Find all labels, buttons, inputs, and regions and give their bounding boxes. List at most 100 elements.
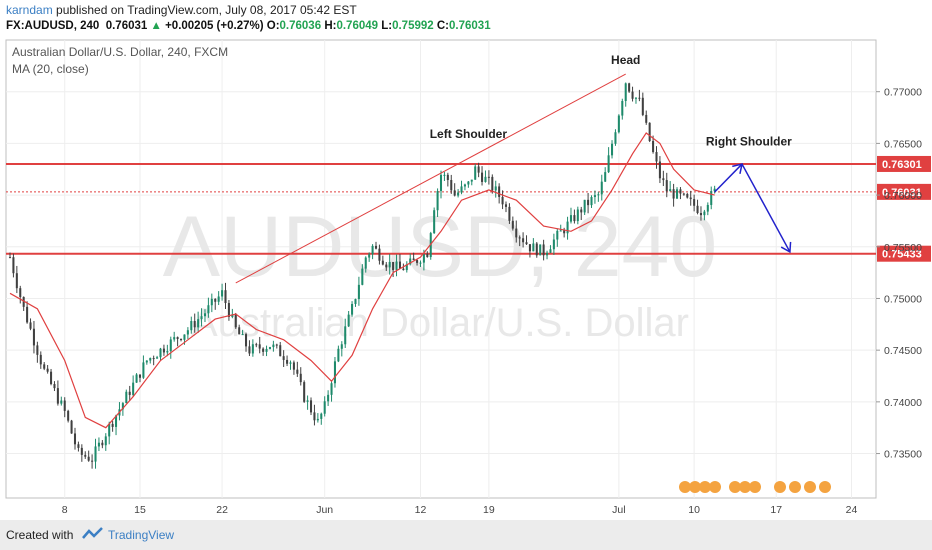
candle-body [60,400,63,404]
candle-body [115,415,118,427]
candle-body [292,362,295,370]
watermark: AUDUSD, 240 Australian Dollar/U.S. Dolla… [163,199,717,345]
watermark-symbol: AUDUSD, 240 [163,199,717,295]
flag-icon[interactable] [739,481,751,493]
chart-title: Australian Dollar/U.S. Dollar, 240, FXCM [12,45,228,59]
up-arrow-icon: ▲ [150,20,162,32]
y-tick-label: 0.76500 [884,138,922,150]
flag-icon[interactable] [789,481,801,493]
x-tick-label: Jun [316,504,333,516]
forecast-segment[interactable] [741,163,791,253]
candle-body [282,356,285,360]
candle-body [624,83,627,101]
candle-body [604,172,607,182]
candle-body [487,176,490,178]
flag-icon[interactable] [699,481,711,493]
low-label: L: [381,20,393,32]
candle-body [70,420,73,434]
flag-icon[interactable] [689,481,701,493]
flag-icon[interactable] [804,481,816,493]
candle-body [145,360,148,363]
candles [8,82,716,469]
candle-body [662,178,665,181]
candle-body [621,100,624,116]
footer: Created with TradingView [0,520,932,550]
annotation-label: Right Shoulder [706,134,792,148]
y-tick-label: 0.75500 [884,242,922,254]
candle-body [43,364,46,369]
candle-body [713,188,716,192]
candle-body [436,190,439,211]
candle-body [56,388,59,404]
candle-body [289,362,292,364]
candle-body [628,83,631,92]
candle-body [22,296,25,307]
trend-line[interactable] [235,73,626,284]
time-axis[interactable]: 8 15 22 Jun 12 19 Jul 10 17 24 [62,504,858,516]
candle-body [693,199,696,206]
forecast-arrows[interactable] [714,163,792,254]
flag-icon[interactable] [819,481,831,493]
flag-icon[interactable] [749,481,761,493]
author-link[interactable]: karndam [6,3,53,17]
candle-body [617,115,620,133]
candle-body [672,189,675,199]
price-chart[interactable]: AUDUSD, 240 Australian Dollar/U.S. Dolla… [0,36,932,520]
candle-body [381,260,384,265]
candle-body [125,391,128,404]
candle-body [214,298,217,302]
candle-body [323,401,326,414]
symbol-label: FX:AUDUSD, 240 [6,20,100,32]
candle-body [77,444,80,448]
candle-body [84,454,87,457]
candle-body [275,344,278,346]
candle-body [385,264,388,268]
candle-body [231,314,234,317]
candle-body [597,194,600,196]
open-value: 0.76036 [279,20,322,32]
annotation-label: Left Shoulder [430,127,508,141]
brand-link[interactable]: TradingView [108,528,175,542]
annotations: Head Left Shoulder Right Shoulder [430,53,792,149]
candle-body [576,209,579,222]
candle-body [152,358,155,360]
candle-body [104,436,107,446]
level-tag [877,245,931,262]
candle-body [39,354,42,365]
candle-body [446,174,449,181]
candle-body [494,186,497,191]
candle-body [251,344,254,354]
candle-body [159,348,162,358]
flag-icon[interactable] [679,481,691,493]
flag-icon[interactable] [709,481,721,493]
candle-body [238,327,241,335]
candle-body [80,447,83,455]
candle-body [279,345,282,357]
candle-body [306,400,309,402]
candle-body [272,344,275,348]
candle-body [552,239,555,250]
created-with-text: Created with [6,528,74,542]
candle-body [710,191,713,205]
candle-body [138,374,142,378]
level-tag-label: 0.76031 [882,187,922,199]
flag-icon[interactable] [729,481,741,493]
candle-body [675,189,679,199]
candle-body [549,249,552,253]
candle-body [686,194,689,198]
candle-body [658,161,661,179]
event-flags[interactable] [679,481,831,493]
price-axis[interactable]: 0.77000 0.76500 0.76000 0.75500 0.75000 0.745… [876,87,922,461]
candle-body [398,261,401,269]
forecast-segment[interactable] [714,163,743,193]
candle-body [412,258,415,261]
x-tick-label: 17 [770,504,782,516]
candle-body [703,211,706,216]
candle-body [522,238,525,243]
flag-icon[interactable] [774,481,786,493]
candle-body [193,320,196,328]
candle-body [525,242,528,245]
y-tick-label: 0.73500 [884,449,922,461]
candle-body [183,334,186,340]
candle-body [460,186,463,193]
